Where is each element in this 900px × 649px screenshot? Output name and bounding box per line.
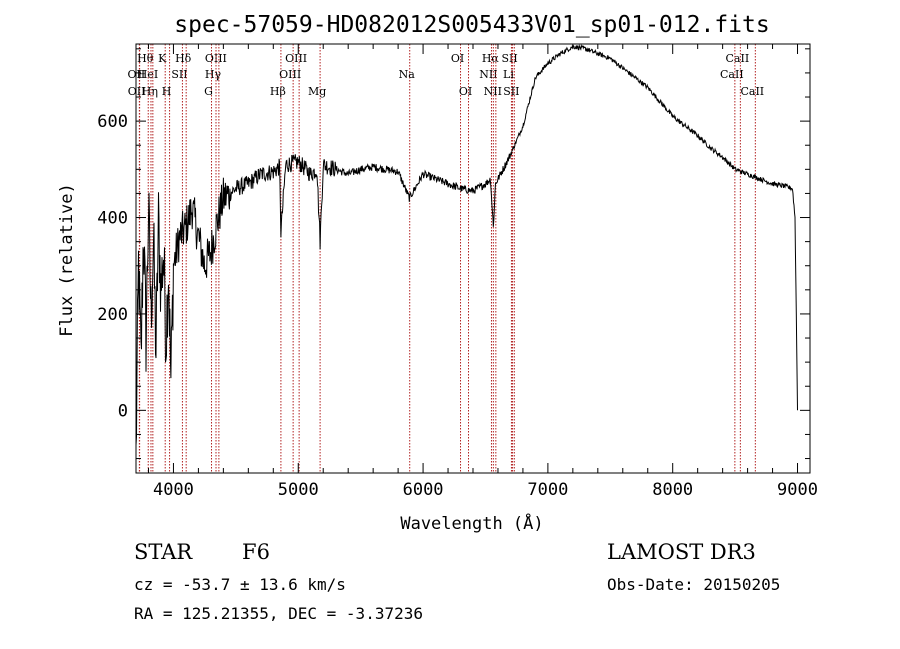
spectral-line-label: NII [479,68,497,81]
y-tick-label: 0 [118,401,128,421]
x-tick-label: 7000 [527,480,568,500]
spectral-line-label: OI [451,52,464,65]
x-axis-label: Wavelength (Å) [400,512,543,534]
x-tick-label: 4000 [153,480,194,500]
spectral-line-label: Hθ [137,52,154,65]
spectral-line-label: Hα [482,52,500,65]
plot-frame [135,43,811,474]
spectral-line-label: OI [459,85,472,98]
spectral-line-label: SII [171,68,187,81]
spectral-line-label: OIII [279,68,301,81]
spectral-line-label: Hη [142,85,158,98]
axis-ticks: 4000 5000 6000 7000 8000 9000 0 200 400 600 [97,44,818,500]
spectral-line-label: Na [399,68,416,81]
coordinates: RA = 125.21355, DEC = -3.37236 [134,604,423,623]
spectral-line-label: SII [503,85,519,98]
spectral-line-label: HeI [138,68,158,81]
y-tick-label: 200 [97,305,128,325]
y-tick-label: 400 [97,209,128,229]
spectral-line-label: Mg [308,85,326,98]
spectral-line-label: OII [128,85,146,98]
spectral-line-label: CaII [720,68,744,81]
spectral-line-label: Hδ [175,52,192,65]
spectrum-series [135,43,798,446]
spectral-line-label: Li [503,68,514,81]
spectral-line-label: OIII [285,52,307,65]
survey-name: LAMOST DR3 [607,540,756,564]
redshift-cz: cz = -53.7 ± 13.6 km/s [134,575,346,594]
spectral-line-label: SII [501,52,517,65]
spectral-line-label: Hγ [205,68,222,81]
observation-date: Obs-Date: 20150205 [607,575,781,594]
spectral-line-label: OIII [205,52,227,65]
y-axis-label: Flux (relative) [57,183,77,337]
y-tick-label: 600 [97,112,128,132]
spectrum-line [135,43,798,446]
spectral-line-label: CaII [740,85,764,98]
spectral-line-label: K [158,52,167,65]
object-class: STAR [134,540,193,564]
spectral-line-label: H [162,85,172,98]
x-tick-label: 8000 [652,480,693,500]
chart-title: spec-57059-HD082012S005433V01_sp01-012.f… [174,12,769,38]
spectral-line-label: CaII [726,52,750,65]
spectral-line-label: Hβ [270,85,286,98]
object-subclass: F6 [242,540,270,564]
spectral-line-label: G [204,85,213,98]
x-tick-label: 5000 [278,480,319,500]
x-tick-label: 9000 [777,480,818,500]
spectral-line-label: NII [484,85,502,98]
x-tick-label: 6000 [403,480,444,500]
